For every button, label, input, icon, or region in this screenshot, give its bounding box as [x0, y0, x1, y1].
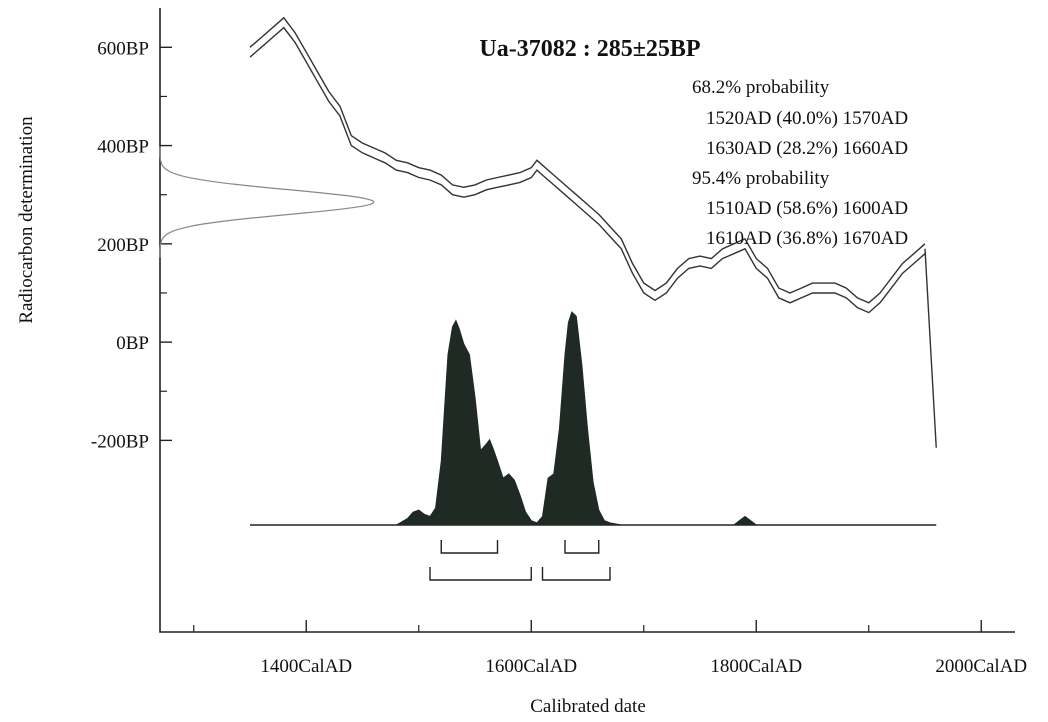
density-fill	[394, 311, 758, 526]
x-axis-title: Calibrated date	[530, 696, 646, 717]
annotation-p68-heading: 68.2% probability	[692, 77, 830, 98]
calibration-curve-lower	[249, 26, 926, 314]
bracket-95-1	[541, 567, 611, 581]
y-axis-title: Radiocarbon determination	[16, 116, 37, 324]
annotation-p68-range-2: 1630AD (28.2%) 1660AD	[706, 138, 908, 159]
y-tick-label-1: 400BP	[97, 137, 149, 158]
annotation-p95-range-1: 1510AD (58.6%) 1600AD	[706, 198, 908, 219]
bracket-95-0	[429, 567, 532, 581]
plot-frame	[159, 8, 1015, 633]
annotation-p95-heading: 95.4% probability	[692, 168, 830, 189]
y-tick-label-3: 0BP	[116, 333, 149, 354]
y-tick-label-0: 600BP	[97, 38, 149, 59]
annotation-p68-range-1: 1520AD (40.0%) 1570AD	[706, 108, 908, 129]
chart-title: Ua-37082 : 285±25BP	[479, 36, 700, 62]
axis-ticks: 1400CalAD 1600CalAD 1800CalAD 2000CalAD 600B…	[91, 38, 1027, 677]
calibration-curve-tail	[924, 248, 937, 448]
x-tick-label-1: 1600CalAD	[485, 656, 577, 677]
y-tick-label-2: 200BP	[97, 235, 149, 256]
calibration-curve-upper	[249, 16, 926, 304]
axes-lines	[159, 8, 1015, 633]
measurement-distribution	[159, 146, 375, 258]
x-tick-label-2: 1800CalAD	[710, 656, 802, 677]
range-brackets	[429, 540, 611, 581]
annotation-p95-range-2: 1610AD (36.8%) 1670AD	[706, 228, 908, 249]
x-tick-label-3: 2000CalAD	[935, 656, 1027, 677]
calibration-curve	[249, 16, 937, 448]
bracket-68-0	[440, 540, 499, 554]
measurement-curve	[159, 146, 375, 258]
bracket-68-1	[564, 540, 600, 554]
calibrated-probability-density	[250, 311, 937, 526]
y-tick-label-4: -200BP	[91, 431, 149, 452]
x-tick-label-0: 1400CalAD	[260, 656, 352, 677]
